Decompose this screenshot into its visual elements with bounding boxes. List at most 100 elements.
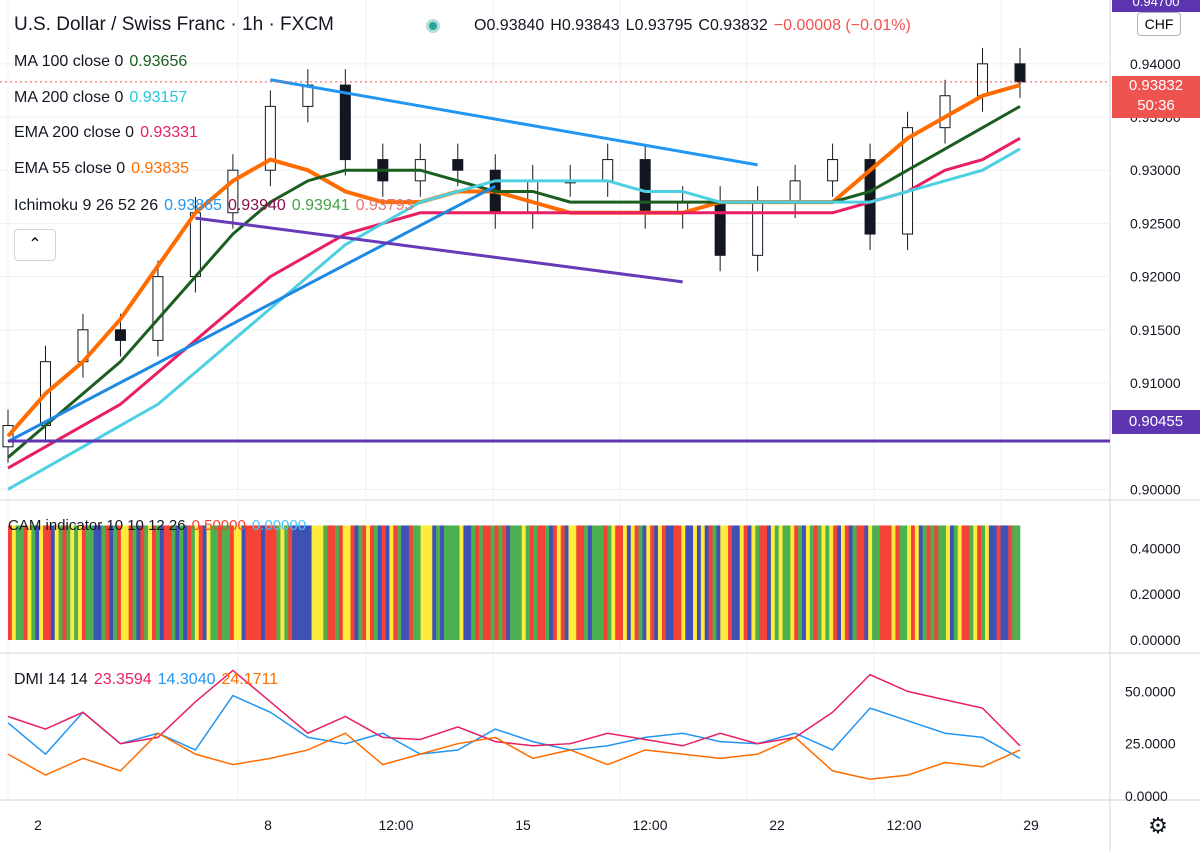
cam-bar — [907, 525, 912, 640]
y-tick-label: 0.40000 — [1130, 540, 1181, 556]
cam-bar — [681, 525, 686, 640]
cam-bar — [502, 525, 507, 640]
x-tick-label: 29 — [1023, 817, 1039, 833]
x-tick-label: 15 — [515, 817, 531, 833]
cam-bar — [206, 525, 211, 640]
cam-bar — [8, 525, 13, 640]
cam-bar — [299, 525, 305, 640]
cam-bar — [424, 525, 429, 640]
cam-bar — [891, 525, 896, 640]
cam-bar — [848, 525, 853, 640]
cam-bar — [416, 525, 421, 640]
x-tick-label: 12:00 — [886, 817, 921, 833]
currency-label: CHF — [1144, 16, 1174, 32]
cam-bar — [447, 525, 453, 640]
cam-bar — [354, 525, 359, 640]
cam-bar — [268, 525, 273, 640]
cam-bar — [770, 525, 776, 640]
legend-cam[interactable]: CAM indicator 10 10 12 26 0.50000 0.00000 — [8, 517, 312, 534]
cam-bar — [23, 525, 28, 640]
ma200-value: 0.93157 — [129, 89, 188, 106]
cam-bar — [957, 525, 962, 640]
ema200-value: 0.93331 — [140, 124, 198, 141]
cam-bar — [541, 525, 546, 640]
collapse-legend-button[interactable]: ⌃ — [14, 229, 56, 261]
cam-bar — [475, 525, 480, 640]
cam-bar — [751, 525, 756, 640]
legend-ma200[interactable]: MA 200 close 0 0.93157 — [14, 89, 193, 107]
dmi-line — [7, 669, 1021, 747]
cam-bar — [977, 525, 982, 640]
cam-bar — [140, 525, 145, 640]
top-cut-tag: 0.94700 — [1112, 0, 1200, 12]
cam-bar — [552, 525, 558, 640]
cam-bar — [782, 525, 787, 640]
cam-label: CAM indicator 10 10 12 26 — [8, 517, 186, 534]
y-tick-label: 0.90000 — [1130, 481, 1181, 497]
cam-bar — [494, 525, 499, 640]
cam-bar — [81, 525, 87, 640]
cam-bar — [233, 525, 238, 640]
cam-v1: 0.50000 — [191, 517, 246, 534]
cam-bar — [778, 525, 783, 640]
cam-bar — [720, 525, 725, 640]
candle-body — [864, 159, 876, 235]
settings-button[interactable]: ⚙ — [1144, 812, 1172, 840]
cam-bar — [334, 525, 340, 640]
cam-bar — [261, 525, 266, 640]
y-tick-label: 0.20000 — [1130, 586, 1181, 602]
cam-bar — [179, 525, 184, 640]
cam-bar — [852, 525, 857, 640]
cam-bar — [965, 525, 970, 640]
cam-bar — [794, 525, 799, 640]
gear-icon: ⚙ — [1148, 813, 1168, 838]
cam-bar — [899, 525, 904, 640]
change-value: −0.00008 (−0.01%) — [773, 17, 911, 34]
cam-bar — [529, 525, 534, 640]
cam-bar — [74, 525, 79, 640]
legend-ma100[interactable]: MA 100 close 0 0.93656 — [14, 53, 193, 71]
cam-bar — [856, 525, 861, 640]
legend-dmi[interactable]: DMI 14 14 23.3594 14.3040 24.1711 — [14, 671, 284, 689]
cam-bar — [408, 525, 414, 640]
y-tick-label: 0.00000 — [1130, 632, 1181, 648]
cam-bar — [35, 525, 40, 640]
cam-bar — [362, 525, 367, 640]
cam-bar — [634, 525, 639, 640]
cam-bar — [798, 525, 803, 640]
cam-bar — [537, 525, 542, 640]
cam-bar — [128, 525, 133, 640]
cam-bar — [587, 525, 593, 640]
cam-bar — [272, 525, 277, 640]
cam-bar — [342, 525, 347, 640]
cam-bar — [490, 525, 495, 640]
legend-ichimoku[interactable]: Ichimoku 9 26 52 26 0.93865 0.93940 0.93941… — [14, 197, 419, 215]
candle-body — [827, 159, 839, 182]
x-tick-label: 2 — [34, 817, 42, 833]
cam-bar — [743, 525, 748, 640]
legend-ema55[interactable]: EMA 55 close 0 0.93835 — [14, 160, 195, 178]
currency-badge[interactable]: CHF — [1137, 12, 1181, 36]
cam-bar — [451, 525, 456, 640]
cam-bar — [237, 525, 242, 640]
symbol-title: U.S. Dollar / Swiss Franc · 1h · FXCM — [14, 14, 334, 35]
cam-bar — [11, 525, 17, 640]
cam-bar — [420, 525, 425, 640]
cam-bar — [642, 525, 647, 640]
trendline — [195, 216, 683, 284]
ma100-label: MA 100 close 0 — [14, 53, 124, 70]
ichimoku-label: Ichimoku 9 26 52 26 — [14, 197, 159, 214]
cam-bar — [175, 525, 180, 640]
cam-bar — [545, 525, 550, 640]
cam-bar — [911, 525, 916, 640]
cam-bar — [661, 525, 667, 640]
legend-ema200[interactable]: EMA 200 close 0 0.93331 — [14, 124, 204, 142]
cam-bar — [323, 525, 328, 640]
cam-bar — [241, 525, 246, 640]
cam-bar — [615, 525, 620, 640]
cam-bar — [257, 525, 262, 640]
dmi-label: DMI 14 14 — [14, 671, 88, 688]
cam-bar — [27, 525, 32, 640]
x-tick-label: 12:00 — [378, 817, 413, 833]
